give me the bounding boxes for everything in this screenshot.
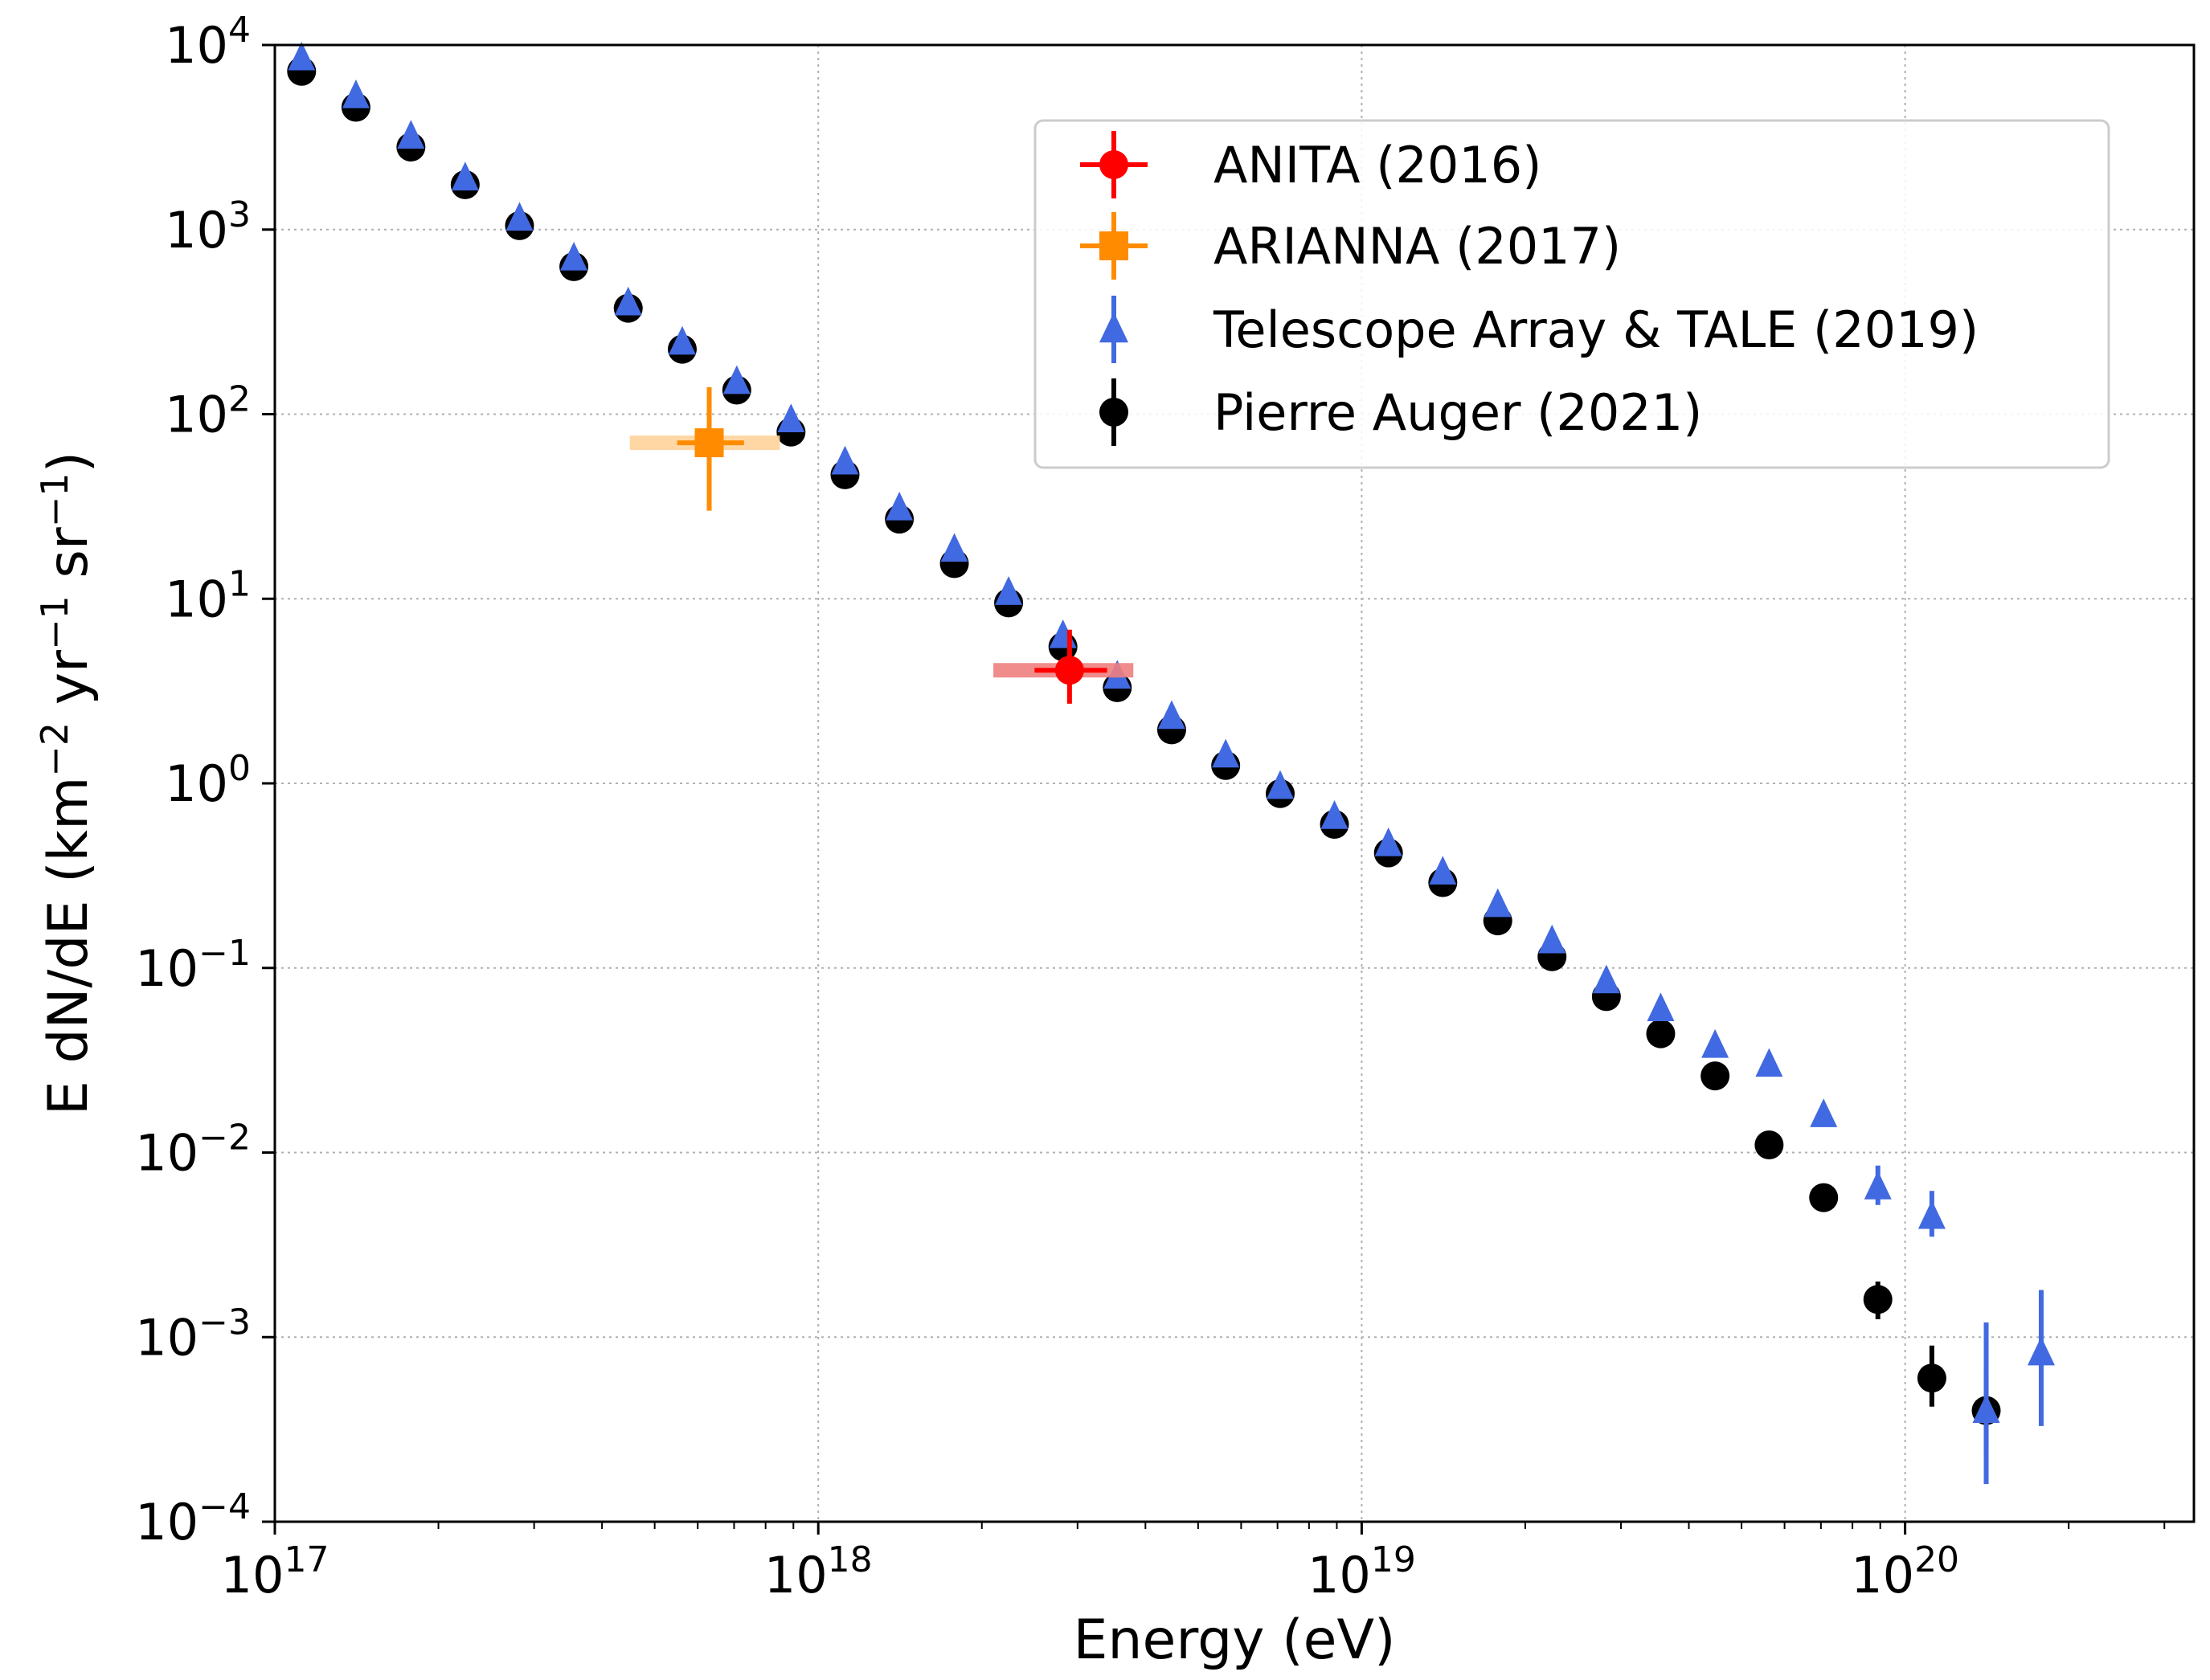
data-point <box>505 202 534 231</box>
legend-label: Telescope Array & TALE (2019) <box>1213 300 1979 359</box>
legend-box <box>1033 119 2110 469</box>
data-point <box>1810 1098 1838 1127</box>
data-point <box>668 325 696 355</box>
data-point <box>1538 924 1566 954</box>
legend: ANITA (2016) ARIANNA (2017) Telescope Arra… <box>1033 119 2110 469</box>
data-point <box>1484 888 1512 918</box>
x-tick-label: 1020 <box>1851 1539 1959 1604</box>
series-anita-2016 <box>993 629 1134 704</box>
data-point <box>995 576 1023 605</box>
data-point <box>451 161 479 191</box>
data-point <box>288 41 316 71</box>
data-point <box>560 241 588 271</box>
data-point <box>940 533 968 562</box>
data-point <box>722 365 751 394</box>
data-point <box>1374 827 1402 856</box>
y-tick-label: 100 <box>165 748 251 813</box>
y-tick-label: 102 <box>165 379 251 444</box>
y-tick-label: 10−3 <box>135 1302 251 1367</box>
y-tick-label: 10−4 <box>135 1486 251 1551</box>
legend-marker <box>1099 231 1128 260</box>
data-point <box>886 491 914 521</box>
ticks: 1017 1018 1019 1020 10−4 10−3 10−2 10−1 100 101 10… <box>135 10 2166 1604</box>
data-point <box>1755 1048 1783 1077</box>
data-point <box>1917 1200 1946 1229</box>
data-point <box>1700 1061 1730 1091</box>
y-tick-label: 103 <box>165 194 251 260</box>
data-point <box>1701 1028 1729 1058</box>
data-point <box>1972 1394 2000 1423</box>
data-point <box>1157 700 1185 730</box>
data-point <box>1754 1130 1784 1159</box>
x-tick-label: 1018 <box>764 1539 873 1604</box>
legend-label: ARIANNA (2017) <box>1213 217 1621 276</box>
data-point <box>1266 770 1294 799</box>
y-tick-label: 104 <box>165 10 251 75</box>
data-point <box>1429 856 1457 885</box>
y-axis-label: E dN/dE (km−2 yr−1 sr−1) <box>33 452 100 1115</box>
data-point <box>694 428 724 458</box>
data-point <box>1592 964 1620 994</box>
y-tick-label: 10−2 <box>135 1118 251 1183</box>
data-point <box>2027 1336 2055 1366</box>
series-arianna-2017 <box>629 386 780 511</box>
data-point <box>1054 656 1084 685</box>
legend-marker <box>1099 312 1128 343</box>
data-point <box>1809 1183 1839 1212</box>
legend-label: ANITA (2016) <box>1213 136 1541 194</box>
x-tick-label: 1019 <box>1308 1539 1416 1604</box>
legend-item: ARIANNA (2017) <box>1080 212 1621 280</box>
data-point <box>1212 738 1240 768</box>
legend-item: Pierre Auger (2021) <box>1099 378 1702 446</box>
legend-item: ANITA (2016) <box>1080 131 1541 198</box>
legend-item: Telescope Array & TALE (2019) <box>1099 296 1979 363</box>
legend-marker <box>1099 398 1128 427</box>
x-axis-label: Energy (eV) <box>1073 1608 1395 1672</box>
data-point <box>1647 992 1675 1022</box>
data-point <box>342 79 370 108</box>
data-point <box>1864 1171 1892 1200</box>
x-tick-label: 1017 <box>221 1539 329 1604</box>
y-tick-label: 10−1 <box>135 933 251 998</box>
data-point <box>1863 1285 1893 1314</box>
series-telescope-array-tale-2019 <box>288 41 2055 1485</box>
legend-marker <box>1099 150 1128 179</box>
legend-label: Pierre Auger (2021) <box>1213 383 1702 442</box>
y-tick-label: 101 <box>165 563 251 628</box>
data-point <box>777 403 805 433</box>
data-point <box>1320 800 1349 829</box>
data-point <box>1917 1363 1946 1393</box>
data-point <box>831 445 859 475</box>
data-layer <box>287 41 2055 1485</box>
data-point <box>614 286 642 316</box>
data-point <box>1646 1019 1676 1048</box>
data-point <box>397 120 425 149</box>
